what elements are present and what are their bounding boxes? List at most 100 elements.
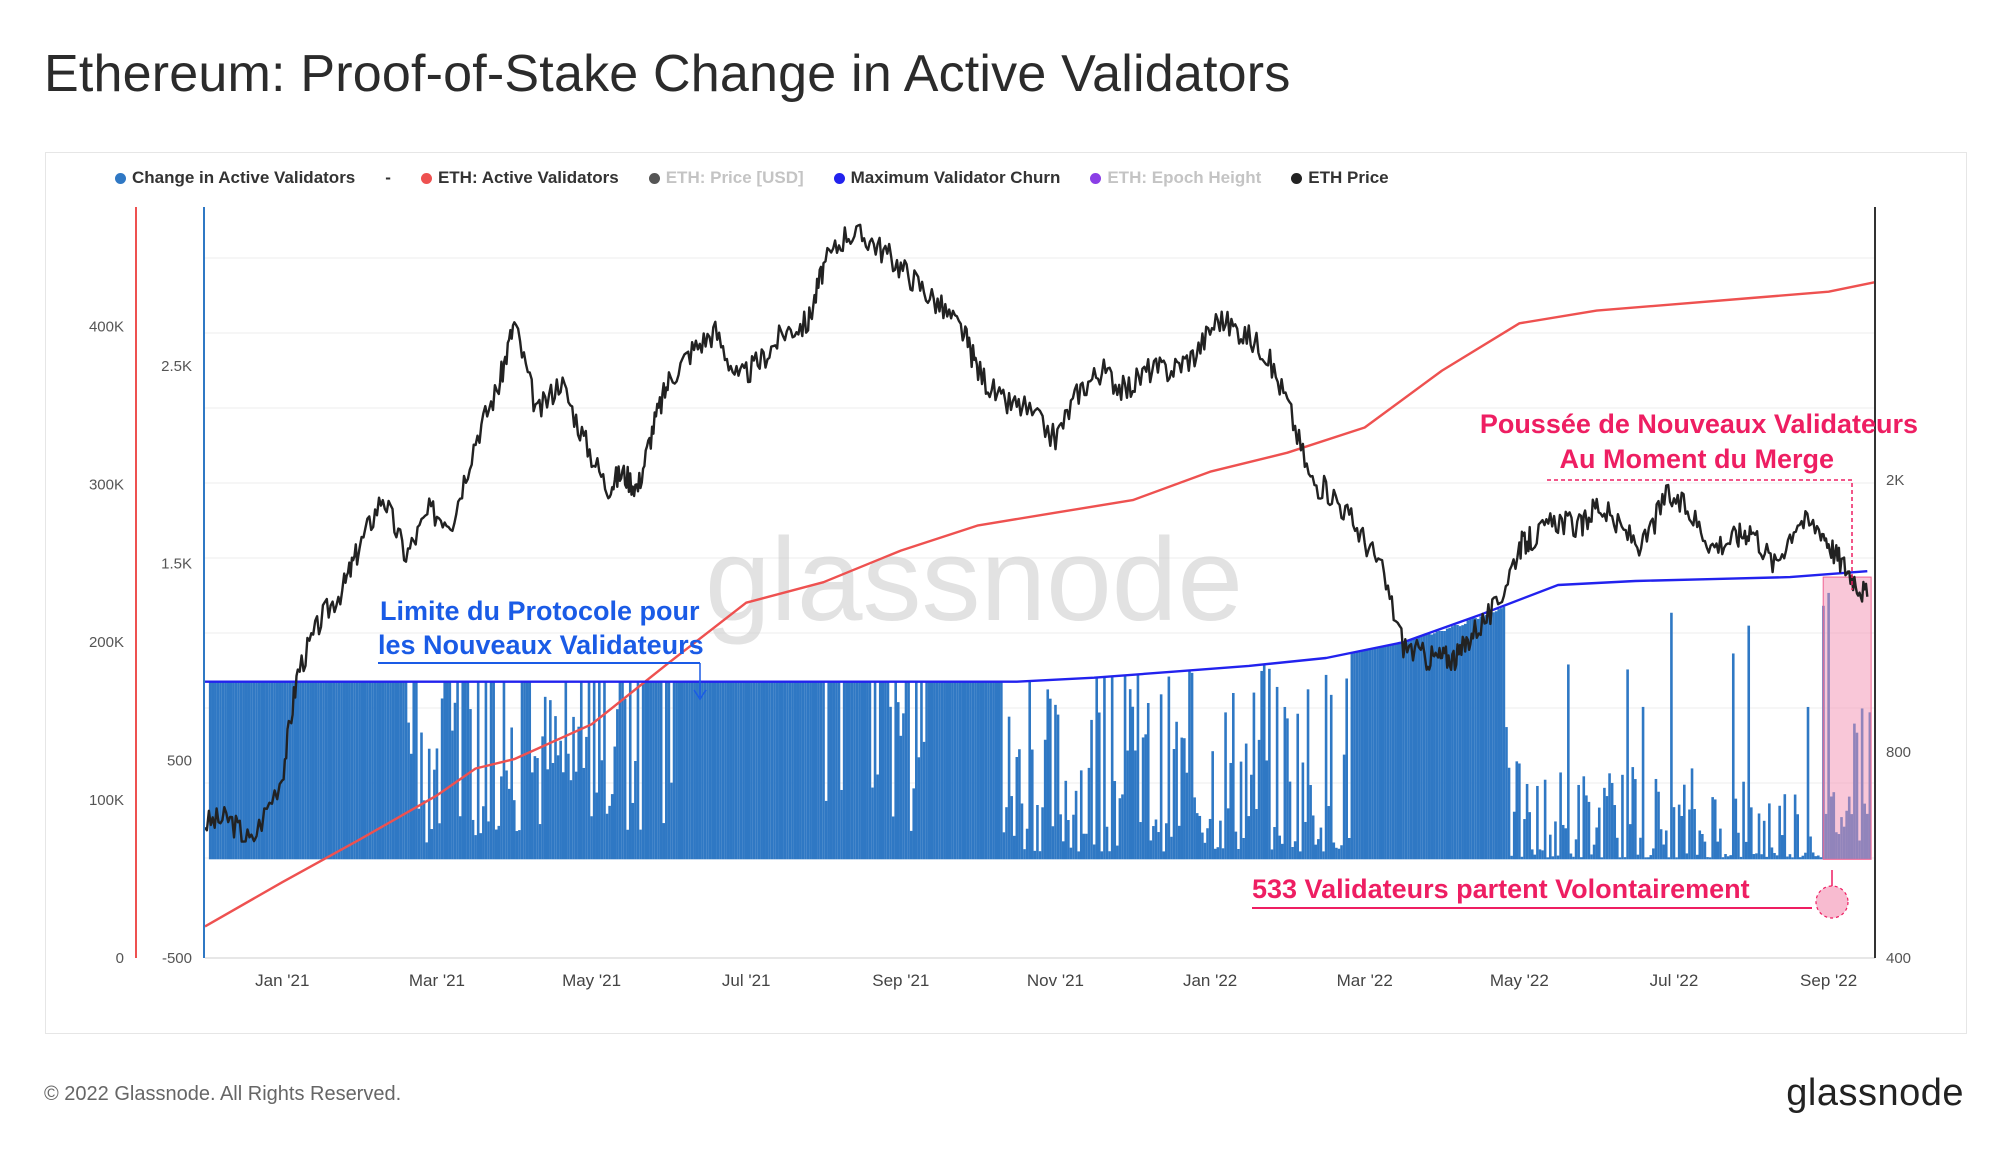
- bar: [301, 681, 305, 860]
- bar: [1788, 854, 1792, 860]
- bar: [1505, 727, 1508, 860]
- bar: [1817, 855, 1820, 860]
- bar: [1641, 706, 1645, 860]
- bar: [275, 681, 279, 860]
- bar: [1440, 630, 1444, 860]
- bar: [848, 681, 851, 860]
- bar: [311, 681, 315, 860]
- bar: [219, 681, 222, 860]
- legend-item-change[interactable]: Change in Active Validators: [115, 168, 355, 188]
- bar: [528, 681, 532, 860]
- bar: [644, 681, 648, 860]
- bar: [237, 681, 240, 860]
- bar: [935, 681, 939, 860]
- bar: [876, 774, 879, 860]
- bar: [1427, 633, 1431, 860]
- bar: [409, 753, 413, 860]
- bar: [1608, 773, 1611, 860]
- bar: [505, 770, 508, 860]
- bar: [1378, 647, 1382, 860]
- bar: [1366, 649, 1369, 860]
- bar: [1719, 828, 1722, 860]
- bar: [1621, 774, 1624, 860]
- bar: [1567, 664, 1570, 860]
- bar: [943, 681, 946, 860]
- bar: [1433, 633, 1436, 860]
- bar: [309, 681, 312, 860]
- bar: [747, 681, 751, 860]
- bar: [896, 702, 900, 860]
- bar: [1731, 653, 1735, 860]
- bar: [1146, 703, 1150, 860]
- bar: [626, 829, 629, 860]
- bar: [894, 681, 897, 860]
- bar: [1128, 689, 1132, 860]
- bar: [837, 681, 841, 860]
- bar: [384, 681, 387, 860]
- legend-item-churn[interactable]: Maximum Validator Churn: [833, 168, 1060, 188]
- bar: [559, 740, 562, 860]
- bar: [1046, 689, 1050, 860]
- x-axis-tick: Sep '22: [1800, 971, 1857, 990]
- bar: [564, 681, 568, 860]
- legend-label: Change in Active Validators: [132, 168, 356, 187]
- bar: [1278, 835, 1281, 860]
- bar: [804, 681, 807, 860]
- bar: [389, 681, 392, 860]
- bar: [1734, 798, 1738, 860]
- bar: [1193, 797, 1196, 860]
- legend-item-price-usd[interactable]: ETH: Price [USD]: [648, 168, 804, 188]
- bar: [582, 767, 586, 860]
- bar: [1618, 857, 1622, 860]
- bar: [786, 681, 789, 860]
- bar: [296, 681, 300, 860]
- bar: [286, 681, 289, 860]
- brand-logo[interactable]: glassnode: [1786, 1072, 1964, 1114]
- bar: [690, 681, 694, 860]
- bar: [448, 681, 452, 860]
- bar: [252, 681, 256, 860]
- bar: [1481, 616, 1485, 860]
- bar: [1631, 767, 1635, 860]
- bar: [951, 681, 954, 860]
- bar: [366, 681, 369, 860]
- legend-item-epoch-height[interactable]: ETH: Epoch Height: [1090, 168, 1261, 188]
- bar: [871, 787, 874, 860]
- bar: [659, 681, 663, 860]
- legend-item-eth-price[interactable]: ETH Price: [1291, 168, 1389, 188]
- bar: [822, 681, 825, 860]
- bar: [1747, 625, 1751, 860]
- bar: [868, 681, 872, 860]
- bar: [492, 681, 495, 860]
- bar: [1572, 856, 1575, 860]
- bar: [569, 780, 573, 860]
- bar: [1438, 630, 1441, 860]
- bar: [265, 681, 269, 860]
- bar: [737, 681, 740, 860]
- bar: [922, 741, 926, 860]
- bar: [497, 825, 501, 860]
- bar: [685, 681, 689, 860]
- x-axis-tick: Mar '21: [409, 971, 465, 990]
- bar: [762, 681, 766, 860]
- bar: [1360, 650, 1364, 860]
- legend-dot-icon: [648, 172, 660, 184]
- bar: [507, 788, 511, 860]
- bar: [270, 681, 274, 860]
- bar: [1134, 750, 1137, 860]
- annotations: [378, 479, 1853, 919]
- bar: [634, 760, 637, 860]
- bar: [1399, 643, 1403, 860]
- legend-item-active-validators[interactable]: ETH: Active Validators: [420, 168, 619, 188]
- bar: [1525, 783, 1529, 860]
- bar: [412, 681, 416, 860]
- bar: [587, 681, 591, 860]
- bar: [1110, 676, 1114, 860]
- bar: [695, 681, 699, 860]
- legend-dot-icon: [420, 172, 432, 184]
- bar: [1113, 781, 1117, 860]
- bar: [631, 802, 635, 860]
- validators-axis-tick: 300K: [89, 476, 124, 493]
- merge-annotation-line2: Au Moment du Merge: [1560, 444, 1835, 474]
- bar: [613, 746, 617, 860]
